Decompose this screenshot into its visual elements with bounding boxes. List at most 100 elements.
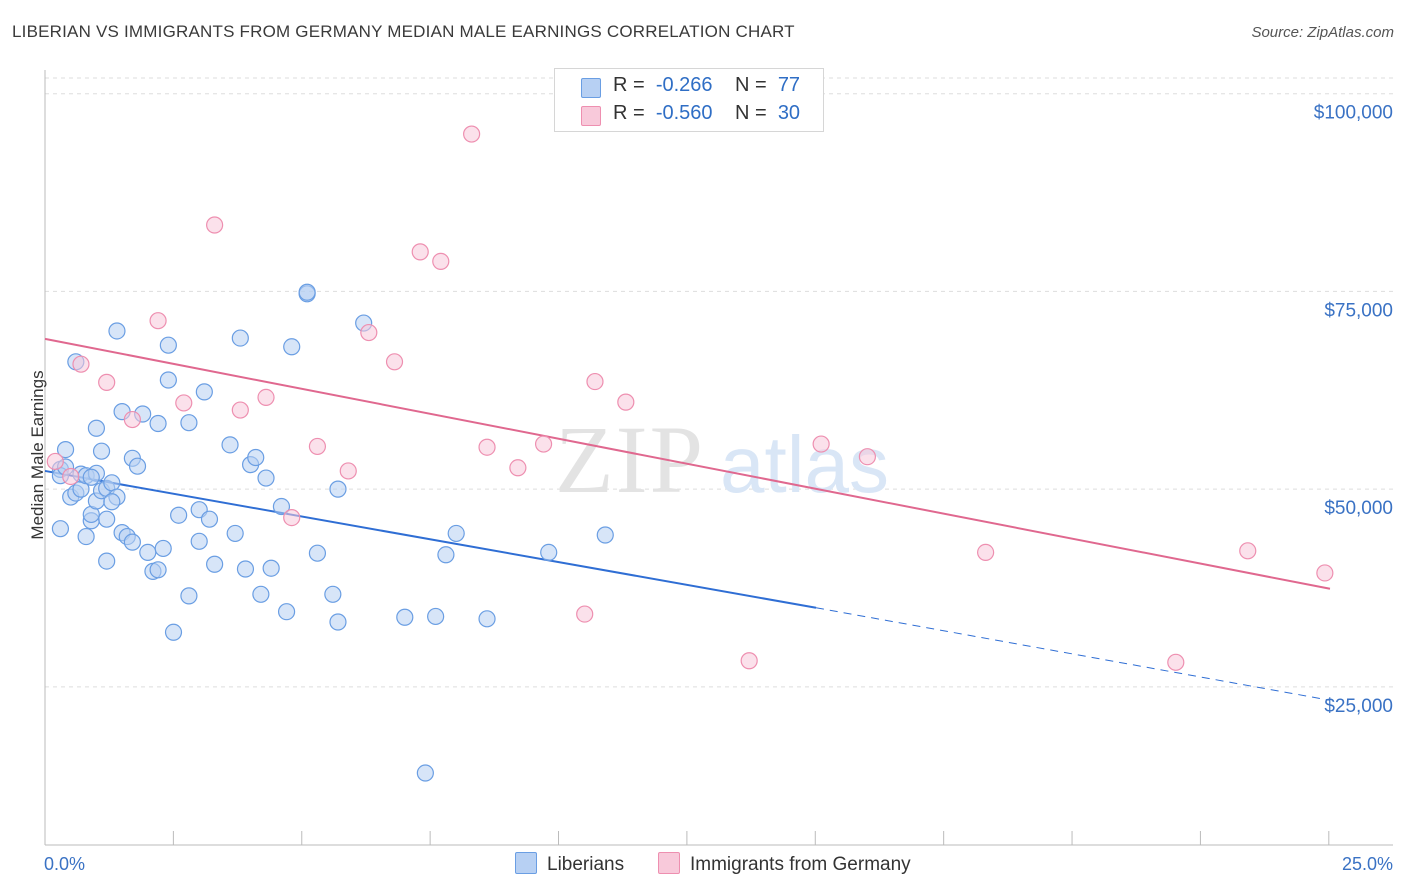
legend-n: N = 77 <box>735 74 801 96</box>
point-liberian <box>596 526 614 544</box>
point-liberian <box>92 442 111 460</box>
point-liberian <box>247 448 265 467</box>
point-liberian <box>123 533 141 551</box>
point-liberian <box>108 322 126 340</box>
point-liberian <box>98 552 116 570</box>
gridlines <box>45 77 1393 688</box>
watermark: ZIP atlas <box>555 406 889 513</box>
axes <box>44 70 1393 846</box>
trend-line-liberians <box>44 469 817 609</box>
point-liberian <box>103 493 121 511</box>
point-liberian <box>82 468 100 486</box>
point-germany <box>283 509 301 527</box>
y-tick-label: $100,000 <box>1314 103 1393 124</box>
point-germany <box>308 437 327 456</box>
point-germany <box>257 388 275 406</box>
source-label: Source: ZipAtlas.com <box>1251 24 1394 41</box>
point-germany <box>175 394 193 412</box>
point-germany <box>231 401 249 419</box>
point-liberian <box>226 524 244 543</box>
point-germany <box>360 323 378 342</box>
point-liberian <box>329 480 347 498</box>
watermark-zip: ZIP <box>555 406 705 513</box>
chart-title: LIBERIAN VS IMMIGRANTS FROM GERMANY MEDI… <box>12 22 795 41</box>
point-liberian <box>170 506 188 524</box>
point-liberian <box>180 414 198 432</box>
point-liberian <box>51 520 70 538</box>
point-liberian <box>540 543 558 561</box>
point-germany <box>411 243 429 261</box>
point-germany <box>1167 653 1185 671</box>
point-liberian <box>164 623 183 641</box>
point-germany <box>385 353 404 371</box>
point-germany <box>72 355 90 373</box>
y-axis-title: Median Male Earnings <box>28 370 47 540</box>
point-liberian <box>478 610 496 628</box>
series-liberians <box>51 283 614 782</box>
point-germany <box>1316 564 1334 582</box>
y-tick-labels: $25,000 $50,000 $75,000 $100,000 <box>1314 103 1393 717</box>
legend-swatch-pink <box>658 852 680 874</box>
point-germany <box>812 435 830 453</box>
legend-n: N = 30 <box>735 102 801 124</box>
point-liberian <box>98 510 116 528</box>
trend-line-liberians-extension <box>815 607 1331 701</box>
series-legend: Liberians Immigrants from Germany <box>0 852 1406 878</box>
point-liberian <box>190 532 208 550</box>
point-liberian <box>427 607 445 626</box>
point-germany <box>463 125 481 143</box>
point-germany <box>123 410 141 429</box>
point-germany <box>478 438 496 456</box>
point-liberian <box>77 527 95 546</box>
point-germany <box>432 252 450 270</box>
point-germany <box>740 652 758 670</box>
point-germany <box>98 373 116 391</box>
legend-r: R = -0.560 <box>613 102 713 124</box>
point-germany <box>586 372 604 391</box>
point-germany <box>534 435 553 453</box>
trend-line-germany <box>44 337 1331 590</box>
point-liberian <box>437 546 455 564</box>
point-liberian <box>416 764 434 782</box>
legend-swatch-pink <box>581 106 601 126</box>
point-liberian <box>236 560 255 578</box>
point-liberian <box>324 585 342 603</box>
point-liberian <box>139 543 157 561</box>
legend-swatch-blue <box>581 78 601 98</box>
point-liberian <box>231 329 249 347</box>
point-liberian <box>277 603 296 621</box>
point-germany <box>858 448 877 466</box>
point-liberian <box>257 469 275 487</box>
point-liberian <box>298 283 316 301</box>
point-liberian <box>447 524 465 543</box>
point-liberian <box>159 336 177 354</box>
point-germany <box>62 467 80 486</box>
point-liberian <box>87 419 106 437</box>
point-germany <box>1239 542 1257 560</box>
point-liberian <box>200 510 219 528</box>
legend-item-liberians[interactable]: Liberians <box>515 852 624 876</box>
point-liberian <box>56 440 75 459</box>
point-germany <box>339 462 357 480</box>
y-tick-label: $75,000 <box>1324 300 1393 321</box>
point-liberian <box>180 587 198 605</box>
point-liberian <box>396 608 414 626</box>
legend-r: R = -0.266 <box>613 74 713 96</box>
point-liberian <box>308 544 327 562</box>
point-germany <box>149 312 167 330</box>
point-liberian <box>195 383 213 401</box>
point-liberian <box>221 436 239 454</box>
point-germany <box>206 216 224 234</box>
correlation-legend: R = -0.266 N = 77 R = -0.560 N = 30 <box>554 68 824 132</box>
point-liberian <box>159 371 177 389</box>
point-liberian <box>128 457 147 475</box>
y-tick-label: $50,000 <box>1324 498 1393 519</box>
point-germany <box>617 393 635 411</box>
point-liberian <box>149 414 167 433</box>
point-liberian <box>283 338 301 356</box>
point-liberian <box>154 539 172 558</box>
point-liberian <box>252 585 270 603</box>
point-liberian <box>272 497 291 516</box>
legend-item-germany[interactable]: Immigrants from Germany <box>658 852 911 876</box>
